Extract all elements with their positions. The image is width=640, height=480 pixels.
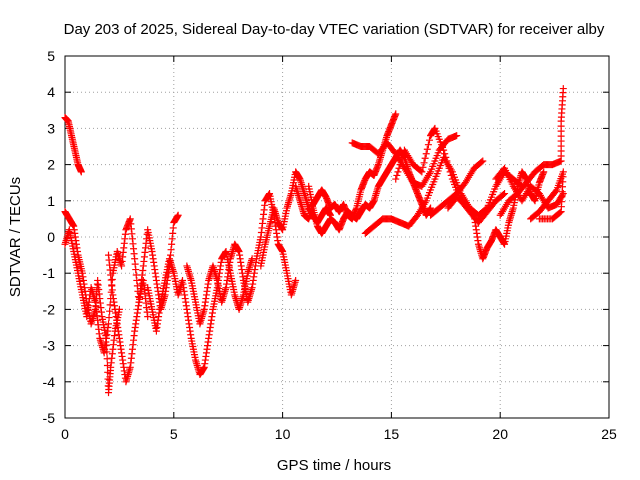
data-points bbox=[61, 85, 567, 397]
data-point bbox=[444, 161, 452, 169]
y-axis-label: SDTVAR / TECUs bbox=[7, 177, 24, 297]
x-tick-label: 5 bbox=[170, 426, 178, 442]
series-sat-d bbox=[105, 211, 182, 386]
series-sat-m bbox=[427, 157, 487, 219]
data-point bbox=[446, 168, 454, 176]
data-point bbox=[552, 187, 560, 195]
data-point bbox=[418, 168, 426, 176]
y-tick-label: 1 bbox=[47, 193, 55, 209]
y-tick-label: -4 bbox=[43, 374, 56, 390]
data-point bbox=[442, 153, 450, 161]
series-sat-a bbox=[61, 114, 85, 176]
series-sat-k bbox=[361, 153, 526, 237]
y-tick-label: 5 bbox=[47, 48, 55, 64]
data-point bbox=[559, 85, 567, 93]
data-point bbox=[440, 146, 448, 154]
data-point bbox=[421, 154, 429, 162]
data-point bbox=[447, 171, 455, 179]
series-sat-c bbox=[61, 215, 152, 357]
data-point bbox=[392, 175, 400, 183]
data-point bbox=[540, 168, 548, 176]
data-point bbox=[499, 190, 507, 198]
data-point bbox=[419, 163, 427, 171]
data-point bbox=[479, 157, 487, 165]
data-point bbox=[395, 164, 403, 172]
data-point bbox=[422, 150, 430, 158]
data-point bbox=[424, 141, 432, 149]
data-point bbox=[106, 307, 114, 315]
data-point bbox=[397, 157, 405, 165]
y-tick-label: 0 bbox=[47, 229, 55, 245]
data-point bbox=[423, 145, 431, 153]
data-point bbox=[174, 211, 182, 219]
y-tick-label: -2 bbox=[43, 301, 56, 317]
y-tick-label: -5 bbox=[43, 410, 56, 426]
x-tick-label: 25 bbox=[601, 426, 617, 442]
data-point bbox=[443, 157, 451, 165]
data-point bbox=[420, 159, 428, 167]
data-point bbox=[105, 320, 113, 328]
data-point bbox=[469, 210, 477, 218]
series-sat-f bbox=[183, 190, 300, 328]
data-point bbox=[396, 161, 404, 169]
x-tick-label: 10 bbox=[275, 426, 291, 442]
data-point bbox=[392, 110, 400, 118]
data-point bbox=[427, 204, 435, 212]
data-point bbox=[106, 301, 114, 309]
data-point bbox=[441, 150, 449, 158]
axis-ticks: 0 5 10 15 20 25 -5 -4 -3 -2 -1 0 1 2 3 4 5 bbox=[43, 48, 617, 442]
data-point bbox=[453, 132, 461, 140]
y-tick-label: -3 bbox=[43, 338, 56, 354]
x-tick-label: 15 bbox=[384, 426, 400, 442]
data-point bbox=[478, 158, 486, 166]
y-tick-label: -1 bbox=[43, 265, 56, 281]
data-point bbox=[394, 168, 402, 176]
y-tick-label: 3 bbox=[47, 120, 55, 136]
data-point bbox=[535, 215, 543, 223]
data-point bbox=[445, 164, 453, 172]
x-tick-label: 0 bbox=[61, 426, 69, 442]
grid-lines bbox=[65, 56, 609, 418]
x-tick-label: 20 bbox=[492, 426, 508, 442]
data-point bbox=[144, 313, 152, 321]
data-point bbox=[292, 276, 300, 284]
data-point bbox=[501, 190, 509, 198]
data-point bbox=[77, 168, 85, 176]
data-point bbox=[417, 167, 425, 175]
series-sat-q bbox=[527, 168, 567, 223]
y-tick-label: 2 bbox=[47, 157, 55, 173]
data-point bbox=[105, 314, 113, 322]
y-tick-label: 4 bbox=[47, 84, 55, 100]
series-sat-h bbox=[292, 110, 400, 223]
chart-title: Day 203 of 2025, Sidereal Day-to-day VTE… bbox=[64, 21, 605, 38]
x-axis-label: GPS time / hours bbox=[277, 457, 391, 474]
data-point bbox=[398, 153, 406, 161]
series-sat-p bbox=[496, 85, 567, 219]
data-point bbox=[425, 136, 433, 144]
data-point bbox=[393, 171, 401, 179]
